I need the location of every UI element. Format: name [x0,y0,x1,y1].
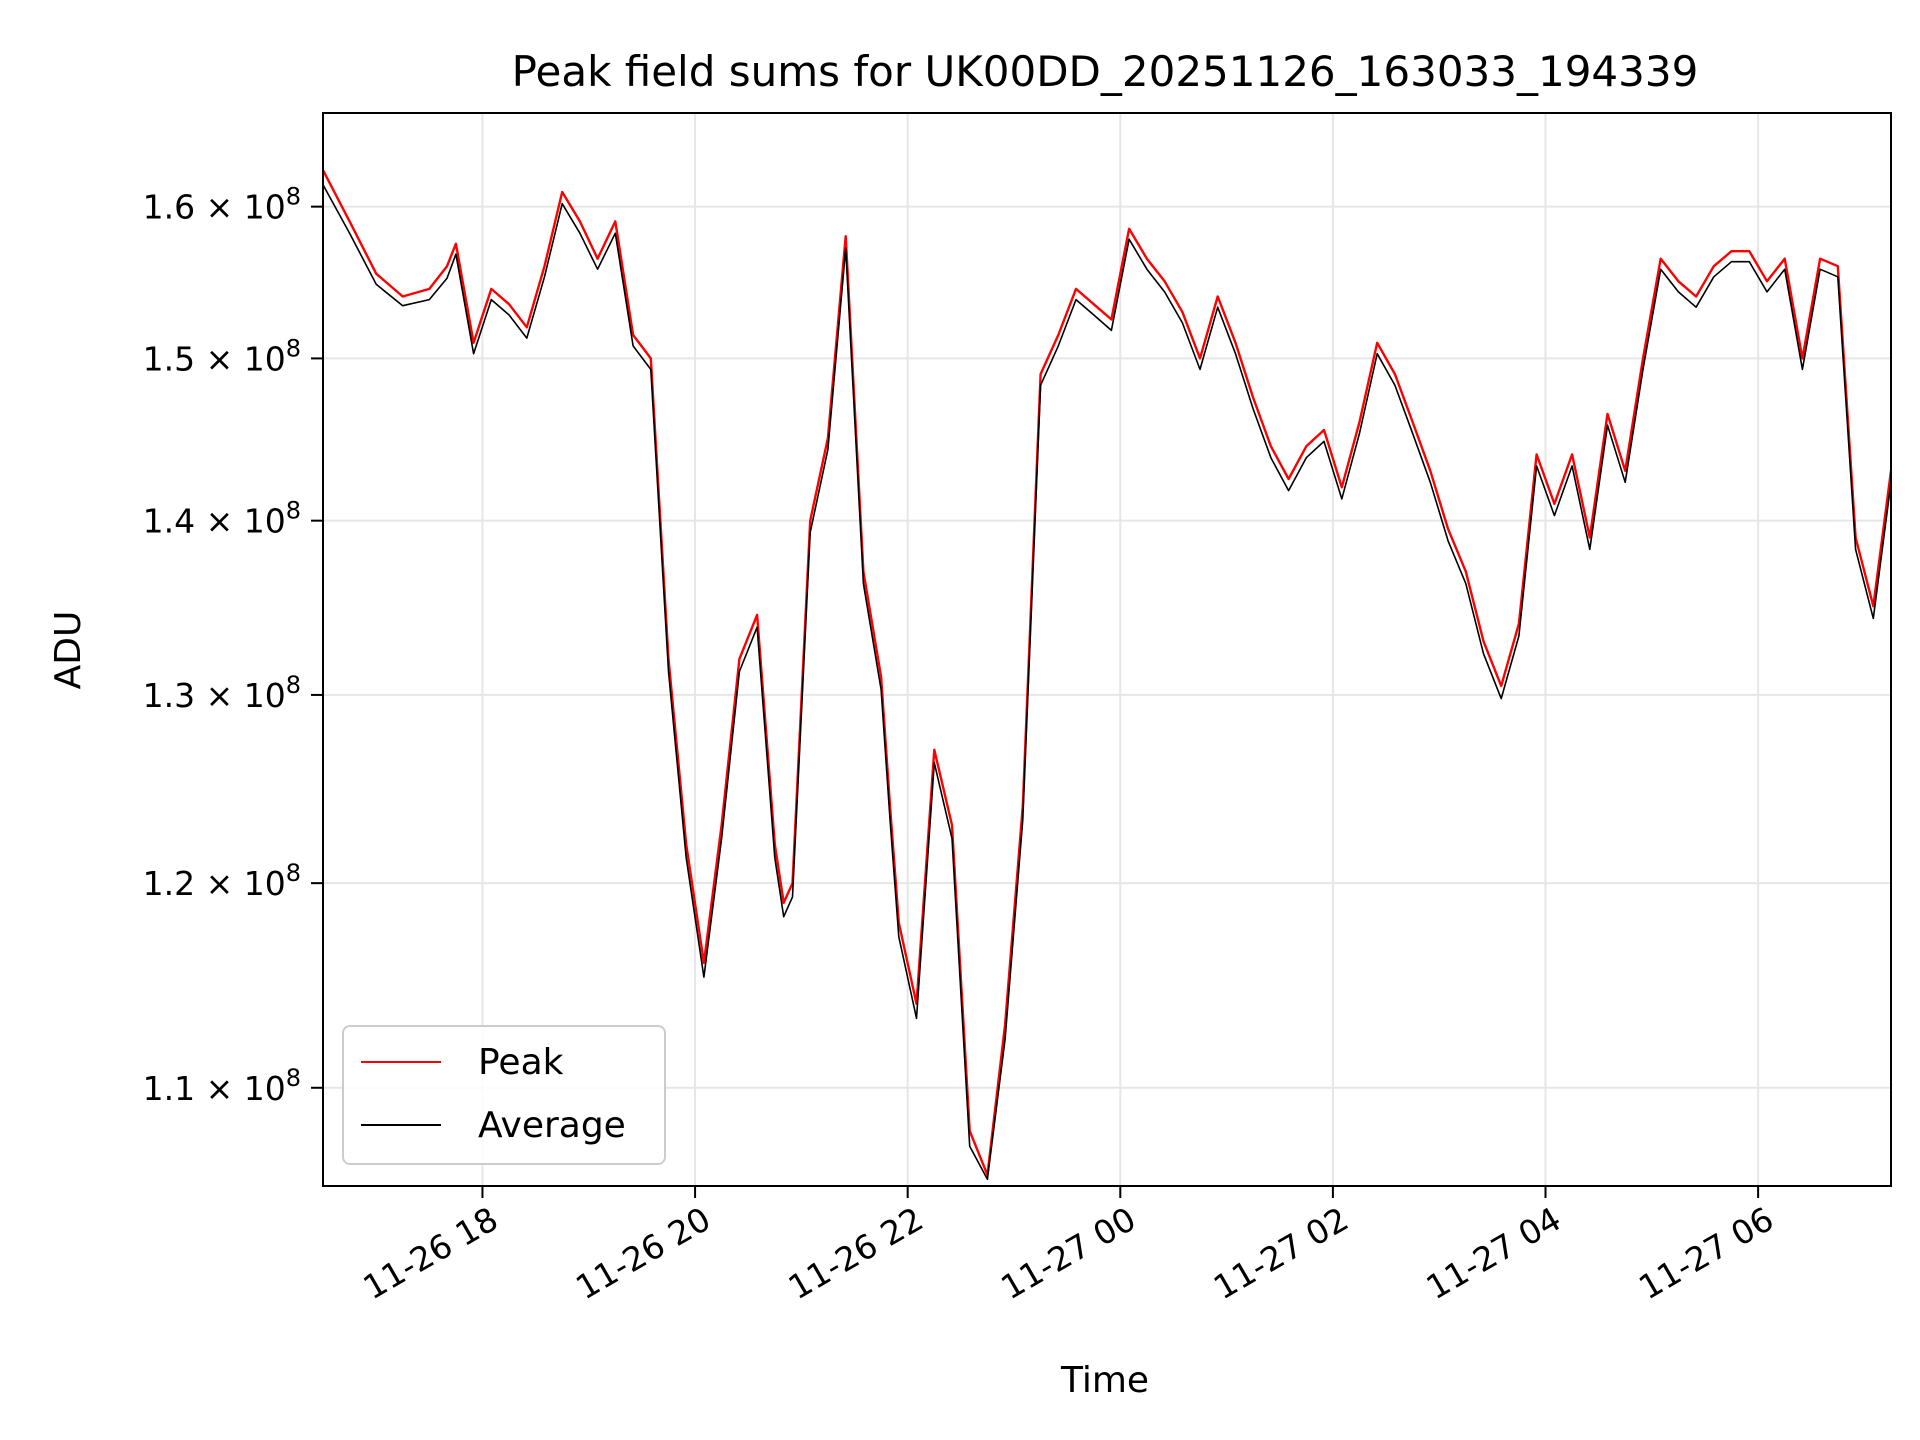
y-tick-mantissa: 1.2 [143,864,195,903]
y-tick-exponent: 8 [286,334,301,362]
y-tick-exponent: 8 [286,859,301,887]
y-axis-label: ADU [48,611,89,690]
y-tick-times: × 10 [195,676,286,715]
y-tick-times: × 10 [195,339,286,378]
series-layer [323,169,1891,1181]
y-tick-label: 1.3 × 108 [143,671,301,715]
y-tick-label: 1.5 × 108 [143,334,301,378]
y-tick-mantissa: 1.5 [143,339,195,378]
y-tick-label: 1.1 × 108 [143,1064,301,1108]
y-tick-mantissa: 1.3 [143,676,195,715]
y-tick-label: 1.4 × 108 [143,497,301,541]
x-axis-label: Time [1060,1360,1149,1401]
legend-label-average: Average [478,1105,626,1146]
y-tick-label: 1.6 × 108 [143,183,301,227]
y-tick-times: × 10 [195,864,286,903]
y-tick-mantissa: 1.6 [143,188,195,227]
plot-frame [322,112,1892,1187]
grid-lines [323,113,1891,1186]
y-tick-exponent: 8 [286,671,301,699]
y-tick-exponent: 8 [286,497,301,525]
y-tick-label: 1.2 × 108 [143,859,301,903]
y-tick-mantissa: 1.4 [143,502,195,541]
y-tick-exponent: 8 [286,183,301,211]
series-line-average [323,184,1891,1181]
y-tick-times: × 10 [195,188,286,227]
legend-box [342,1025,666,1165]
legend-label-peak: Peak [478,1042,564,1083]
series-line-peak [323,169,1891,1177]
chart-title: Peak field sums for UK00DD_20251126_1630… [512,47,1699,96]
y-tick-times: × 10 [195,1069,286,1108]
y-tick-exponent: 8 [286,1064,301,1092]
y-tick-times: × 10 [195,502,286,541]
y-tick-mantissa: 1.1 [143,1069,195,1108]
legend: Peak Average [342,1025,666,1165]
